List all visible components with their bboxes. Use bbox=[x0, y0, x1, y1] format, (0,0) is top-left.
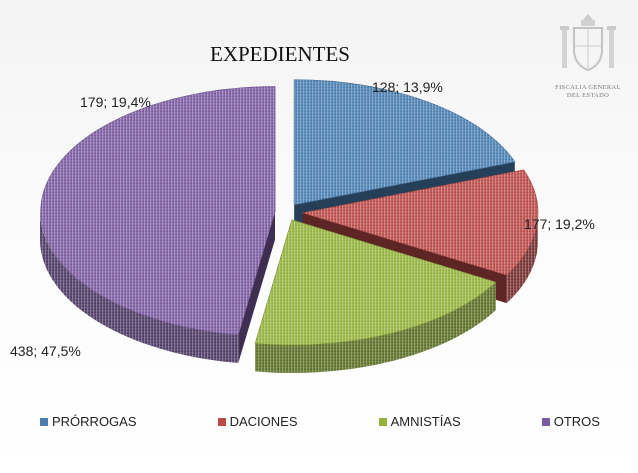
data-label-daciones: 128; 13,9% bbox=[372, 79, 443, 95]
legend-label: OTROS bbox=[553, 414, 600, 429]
pie-slice-amnistias bbox=[254, 219, 497, 373]
data-label-prorrogas: 179; 19,4% bbox=[80, 94, 151, 110]
legend-label: DACIONES bbox=[229, 414, 298, 429]
legend-swatch bbox=[217, 417, 226, 426]
legend-item-prorrogas: PRÓRROGAS bbox=[40, 414, 137, 429]
legend-label: AMNISTÍAS bbox=[390, 414, 461, 429]
legend-label: PRÓRROGAS bbox=[52, 414, 137, 429]
data-label-amnistias: 177; 19,2% bbox=[524, 216, 595, 232]
pie-slice-otros bbox=[40, 86, 276, 363]
legend-swatch bbox=[378, 417, 387, 426]
pie-slice-wall-otros bbox=[238, 211, 276, 363]
legend-item-amnistias: AMNISTÍAS bbox=[378, 414, 461, 429]
chart-title: EXPEDIENTES bbox=[210, 42, 350, 66]
legend: PRÓRROGAS DACIONES AMNISTÍAS OTROS bbox=[40, 414, 600, 429]
legend-swatch bbox=[40, 417, 48, 426]
data-label-otros: 438; 47,5% bbox=[10, 343, 81, 359]
pie-slice-top-texture bbox=[255, 219, 496, 345]
legend-item-daciones: DACIONES bbox=[217, 414, 298, 429]
coat-of-arms-logo bbox=[560, 14, 616, 72]
legend-swatch bbox=[541, 417, 550, 426]
pie-slice-side-texture bbox=[255, 282, 496, 373]
logo-caption: FISCALIA GENERAL DEL ESTADO bbox=[552, 84, 624, 100]
legend-item-otros: OTROS bbox=[541, 414, 600, 429]
pie-slice-top-texture bbox=[294, 79, 515, 205]
pie-slice-top-texture bbox=[40, 86, 276, 335]
pie-slice-side-texture bbox=[40, 211, 239, 363]
pie-slice-top-texture bbox=[302, 169, 538, 276]
logo-text-line1: FISCALIA GENERAL bbox=[555, 84, 621, 91]
logo-text-line2: DEL ESTADO bbox=[566, 92, 610, 99]
